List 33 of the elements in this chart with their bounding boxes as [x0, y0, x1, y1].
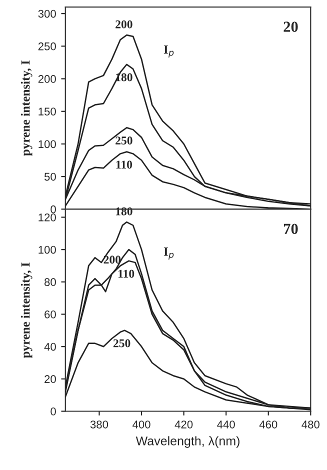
x-tick-label: 380 — [90, 420, 108, 428]
x-tick-label: 400 — [132, 420, 150, 428]
series-label: 200 — [116, 20, 132, 28]
x-tick-label: 440 — [217, 420, 235, 428]
y-tick-label: 150 — [38, 108, 56, 116]
y-tick-label: 40 — [44, 342, 56, 351]
y-tick-label: 60 — [44, 310, 56, 318]
y-tick-label: 0 — [50, 205, 56, 214]
y-tick-label: 80 — [44, 278, 56, 286]
x-tick-label: 480 — [302, 420, 320, 428]
annotation: 70 — [284, 224, 298, 234]
series-label: 110 — [118, 270, 134, 278]
annotation: 20 — [284, 22, 298, 32]
y-tick-label: 250 — [38, 42, 56, 50]
series-label: 250 — [113, 339, 130, 348]
annotation: I$_{p}$ — [164, 45, 174, 58]
series-label: 250 — [116, 136, 132, 144]
x-axis-title: Wavelength, λ(nm) — [136, 436, 240, 448]
y-tick-label: 100 — [38, 246, 56, 254]
y-axis-title: pyrene intensity, I — [20, 60, 32, 156]
y-axis-title: pyrene intensity, I — [20, 262, 32, 358]
annotation: I$_{p}$ — [164, 248, 174, 260]
y-tick-label: 200 — [38, 75, 56, 83]
y-tick-label: 120 — [38, 214, 56, 222]
y-tick-label: 100 — [38, 140, 56, 148]
series-label: 200 — [104, 256, 121, 264]
y-tick-label: 50 — [44, 172, 56, 181]
x-tick-label: 420 — [174, 420, 193, 428]
x-tick-label: 460 — [259, 420, 278, 428]
y-tick-label: 300 — [38, 10, 56, 18]
y-tick-label: 0 — [50, 408, 56, 416]
series-label: 110 — [116, 160, 132, 169]
y-tick-label: 20 — [44, 375, 56, 384]
